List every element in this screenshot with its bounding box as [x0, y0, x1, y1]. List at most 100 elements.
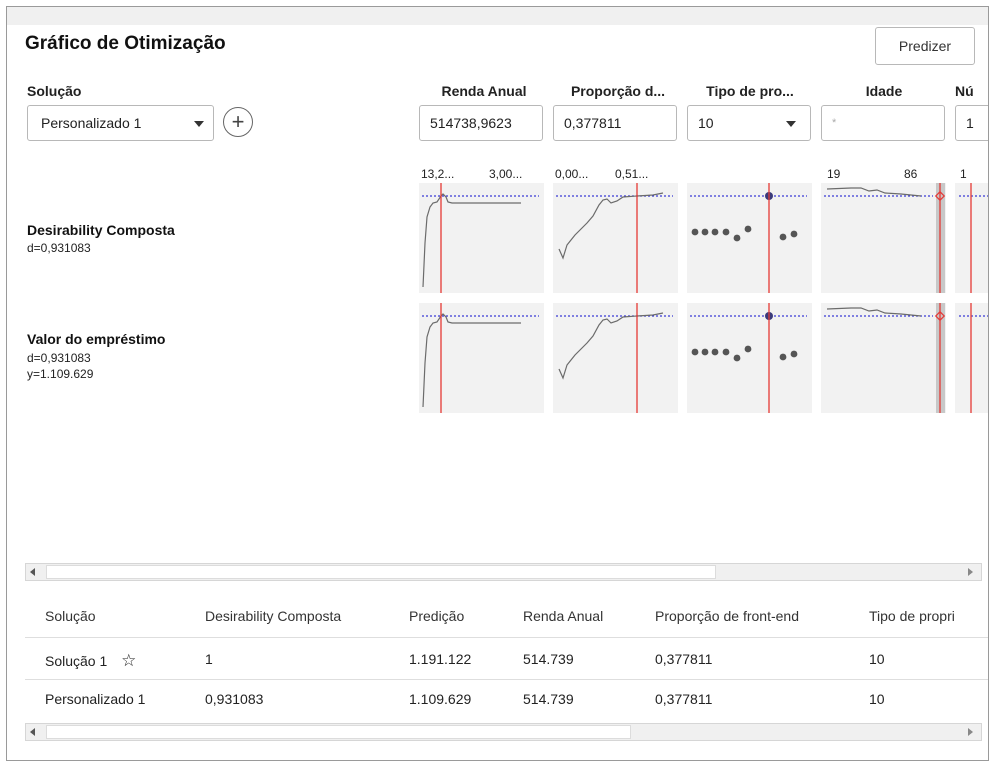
table-cell: 0,377811	[655, 651, 713, 667]
solution-select[interactable]: Personalizado 1	[27, 105, 214, 141]
proporcao-input[interactable]: 0,377811	[553, 105, 677, 141]
plot-panel-tipo-desirability[interactable]	[687, 183, 812, 293]
response-curve	[826, 307, 922, 317]
level-point	[779, 233, 787, 241]
scroll-left-icon[interactable]	[30, 568, 35, 576]
level-point	[790, 230, 798, 238]
plot-panel-numero-valor[interactable]	[955, 303, 988, 413]
plot-panel-proporcao-desirability[interactable]	[553, 183, 678, 293]
tipo-dot-plot	[690, 303, 807, 413]
level-point	[733, 234, 741, 242]
table-cell: 0,931083	[205, 691, 264, 707]
scrollbar-thumb[interactable]	[46, 725, 631, 739]
scroll-left-icon[interactable]	[30, 728, 35, 736]
response-curve	[422, 193, 521, 288]
table-cell: 514.739	[523, 691, 574, 707]
plot-panel-renda-valor[interactable]	[419, 303, 544, 413]
level-point	[711, 228, 719, 236]
table-header-predicao: Predição	[409, 608, 465, 624]
response-curve	[558, 312, 664, 380]
numero-curve-plot	[959, 183, 988, 293]
proporcao-curve-plot	[556, 183, 673, 293]
level-point	[744, 225, 752, 233]
idade-range-low: 19	[827, 167, 841, 181]
var-header-proporcao: Proporção d...	[570, 83, 666, 99]
table-cell: 1.109.629	[409, 691, 472, 707]
numero-curve-plot	[959, 303, 988, 413]
table-row-2-solucao[interactable]: Personalizado 1	[45, 691, 146, 707]
plot-panel-idade-desirability[interactable]	[821, 183, 946, 293]
plot-panel-idade-valor[interactable]	[821, 303, 946, 413]
add-solution-button[interactable]: +	[223, 107, 253, 137]
numero-input[interactable]: 1	[955, 105, 988, 141]
scroll-right-icon[interactable]	[968, 728, 973, 736]
solution-label: Solução	[27, 83, 82, 99]
table-header-solucao: Solução	[45, 608, 96, 624]
idade-input[interactable]: *	[821, 105, 945, 141]
table-header-tipo: Tipo de propri	[869, 608, 955, 624]
response-curve	[422, 313, 521, 408]
idade-placeholder: *	[832, 117, 837, 129]
table-cell: 0,377811	[655, 691, 713, 707]
predict-button[interactable]: Predizer	[875, 27, 975, 65]
numero-range-low: 1	[960, 167, 967, 181]
plot-horizontal-scrollbar[interactable]	[25, 563, 982, 581]
renda-curve-plot	[422, 303, 539, 413]
tipo-select[interactable]: 10	[687, 105, 811, 141]
var-header-tipo: Tipo de pro...	[706, 83, 794, 99]
table-cell: Solução 1	[45, 653, 108, 669]
table-cell: 10	[869, 691, 885, 707]
level-point	[701, 228, 709, 236]
renda-range-high: 3,00...	[489, 167, 523, 181]
response-curve	[558, 192, 664, 260]
plus-icon: +	[231, 109, 245, 134]
row-label-valor: Valor do empréstimo	[27, 331, 166, 347]
renda-anual-value: 514738,9623	[430, 115, 512, 131]
level-point	[790, 350, 798, 358]
level-point	[722, 348, 730, 356]
missing-marker-icon	[934, 190, 946, 202]
missing-marker-icon	[934, 310, 946, 322]
renda-anual-input[interactable]: 514738,9623	[419, 105, 543, 141]
renda-curve-plot	[422, 183, 539, 293]
tipo-value: 10	[698, 115, 714, 131]
table-divider	[25, 637, 988, 638]
level-point	[711, 348, 719, 356]
level-point	[733, 354, 741, 362]
level-point	[744, 345, 752, 353]
plot-panel-tipo-valor[interactable]	[687, 303, 812, 413]
plot-panel-numero-desirability[interactable]	[955, 183, 988, 293]
idade-curve-plot	[824, 183, 946, 293]
scrollbar-thumb[interactable]	[46, 565, 716, 579]
numero-value: 1	[966, 115, 974, 131]
table-cell: 10	[869, 651, 885, 667]
proporcao-curve-plot	[556, 303, 673, 413]
top-strip	[7, 7, 988, 25]
level-point	[691, 228, 699, 236]
plot-panel-renda-desirability[interactable]	[419, 183, 544, 293]
table-divider	[25, 679, 988, 680]
proporcao-range-high: 0,51...	[615, 167, 649, 181]
chevron-down-icon	[194, 121, 204, 127]
idade-range-high: 86	[904, 167, 918, 181]
row-label-desirability: Desirability Composta	[27, 222, 175, 238]
table-cell: 1.191.122	[409, 651, 472, 667]
solution-select-value: Personalizado 1	[41, 115, 142, 131]
star-icon[interactable]: ☆	[121, 651, 137, 670]
level-point	[779, 353, 787, 361]
tipo-dot-plot	[690, 183, 807, 293]
level-point	[691, 348, 699, 356]
table-row-1-solucao[interactable]: Solução 1 ☆	[45, 651, 136, 671]
table-header-renda: Renda Anual	[523, 608, 604, 624]
level-point	[722, 228, 730, 236]
row-d-desirability: d=0,931083	[27, 241, 91, 255]
page-title: Gráfico de Otimização	[25, 33, 226, 54]
renda-range-low: 13,2...	[421, 167, 455, 181]
response-curve	[826, 187, 922, 197]
table-horizontal-scrollbar[interactable]	[25, 723, 982, 741]
scroll-right-icon[interactable]	[968, 568, 973, 576]
plot-panel-proporcao-valor[interactable]	[553, 303, 678, 413]
chevron-down-icon	[786, 121, 796, 127]
table-cell: 1	[205, 651, 213, 667]
var-header-renda-anual: Renda Anual	[441, 83, 527, 99]
